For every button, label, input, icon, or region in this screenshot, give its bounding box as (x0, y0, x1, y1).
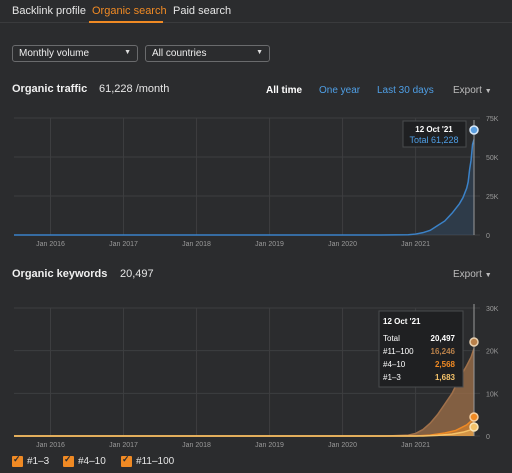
hover-point-4-10 (469, 412, 479, 422)
hover-point-1-3 (469, 422, 479, 432)
keywords-value: 20,497 (120, 268, 154, 280)
x-tick-label: Jan 2020 (328, 442, 357, 449)
tooltip-date: 12 Oct '21 (383, 317, 421, 326)
series-area (14, 417, 474, 436)
keywords-legend: ✓ #1–3 ✓ #4–10 ✓ #11–100 (12, 454, 212, 470)
tooltip-row-label: #1–3 (383, 373, 401, 382)
checkbox-4-10[interactable]: ✓ (63, 454, 74, 467)
hover-point (469, 125, 479, 135)
range-one-year[interactable]: One year (319, 85, 361, 96)
x-tick-label: Jan 2016 (36, 241, 65, 248)
country-select[interactable]: All countries ▼ (145, 45, 270, 62)
tooltip-row-value: 2,568 (435, 360, 456, 369)
tab-organic-search[interactable]: Organic search (92, 5, 167, 17)
x-tick-label: Jan 2017 (109, 241, 138, 248)
legend-label-4-10: #4–10 (78, 456, 106, 467)
series-line (14, 348, 475, 437)
y-tick-label: 75K (486, 116, 499, 123)
keywords-chart: Jan 2016 Jan 2017 Jan 2018 Jan 2019 Jan 2020… (14, 304, 499, 449)
hover-point-11-100 (469, 337, 479, 347)
tooltip-row-label: #4–10 (383, 360, 406, 369)
chevron-down-icon: ▼ (256, 49, 263, 56)
tooltip-row-label: #11–100 (383, 347, 414, 356)
keywords-title: Organic keywords (12, 268, 108, 280)
y-tick-label: 20K (486, 349, 499, 356)
tooltip-row-value: 16,246 (431, 347, 456, 356)
chevron-down-icon: ▼ (124, 49, 131, 56)
range-all-time[interactable]: All time (266, 85, 303, 96)
traffic-value: 61,228 /month (99, 83, 170, 95)
export-label: Export (453, 269, 482, 280)
check-icon: ✓ (64, 454, 72, 464)
check-icon: ✓ (122, 454, 130, 464)
x-tick-label: Jan 2021 (401, 241, 430, 248)
tooltip-date: 12 Oct '21 (415, 125, 453, 134)
y-tick-label: 0 (486, 434, 490, 441)
tab-backlink-profile[interactable]: Backlink profile (12, 5, 86, 17)
y-tick-label: 10K (486, 391, 499, 398)
traffic-chart: Jan 2016 Jan 2017 Jan 2018 Jan 2019 Jan 2020… (14, 116, 499, 248)
traffic-export-button[interactable]: Export ▼ (453, 85, 492, 96)
check-icon: ✓ (13, 454, 21, 464)
legend-label-1-3: #1–3 (27, 456, 50, 467)
x-tick-label: Jan 2016 (36, 442, 65, 449)
keywords-tooltip (378, 310, 464, 388)
tooltip-row-label: Total (383, 334, 400, 343)
checkbox-11-100[interactable]: ✓ (121, 454, 132, 467)
traffic-tooltip (402, 120, 467, 148)
tab-paid-search[interactable]: Paid search (173, 5, 232, 17)
chevron-down-icon: ▼ (484, 88, 492, 95)
series-area (14, 348, 474, 436)
export-label: Export (453, 85, 482, 96)
legend-label-11-100: #11–100 (136, 456, 175, 467)
y-tick-label: 25K (486, 194, 499, 201)
volume-select-value: Monthly volume (19, 48, 90, 59)
active-tab-indicator (89, 21, 163, 23)
tooltip-row-value: 1,683 (435, 373, 456, 382)
x-tick-label: Jan 2017 (109, 442, 138, 449)
traffic-title: Organic traffic (12, 83, 88, 95)
chevron-down-icon: ▼ (484, 272, 492, 279)
x-tick-label: Jan 2018 (182, 241, 211, 248)
series-area (14, 139, 474, 235)
tooltip-total: Total 61,228 (409, 135, 458, 145)
range-last-30-days[interactable]: Last 30 days (377, 85, 434, 96)
y-tick-label: 0 (486, 233, 490, 240)
volume-select[interactable]: Monthly volume ▼ (12, 45, 138, 62)
x-tick-label: Jan 2018 (182, 442, 211, 449)
checkbox-1-3[interactable]: ✓ (12, 454, 23, 467)
tab-bar: Backlink profile Organic search Paid sea… (0, 0, 512, 23)
series-line (14, 139, 475, 236)
x-tick-label: Jan 2019 (255, 442, 284, 449)
series-line (14, 417, 475, 437)
x-tick-label: Jan 2021 (401, 442, 430, 449)
country-select-value: All countries (152, 48, 207, 59)
x-tick-label: Jan 2020 (328, 241, 357, 248)
y-tick-label: 30K (486, 306, 499, 313)
series-line (14, 428, 475, 437)
keywords-export-button[interactable]: Export ▼ (453, 269, 492, 280)
tooltip-row-value: 20,497 (431, 334, 456, 343)
x-tick-label: Jan 2019 (255, 241, 284, 248)
y-tick-label: 50K (486, 155, 499, 162)
